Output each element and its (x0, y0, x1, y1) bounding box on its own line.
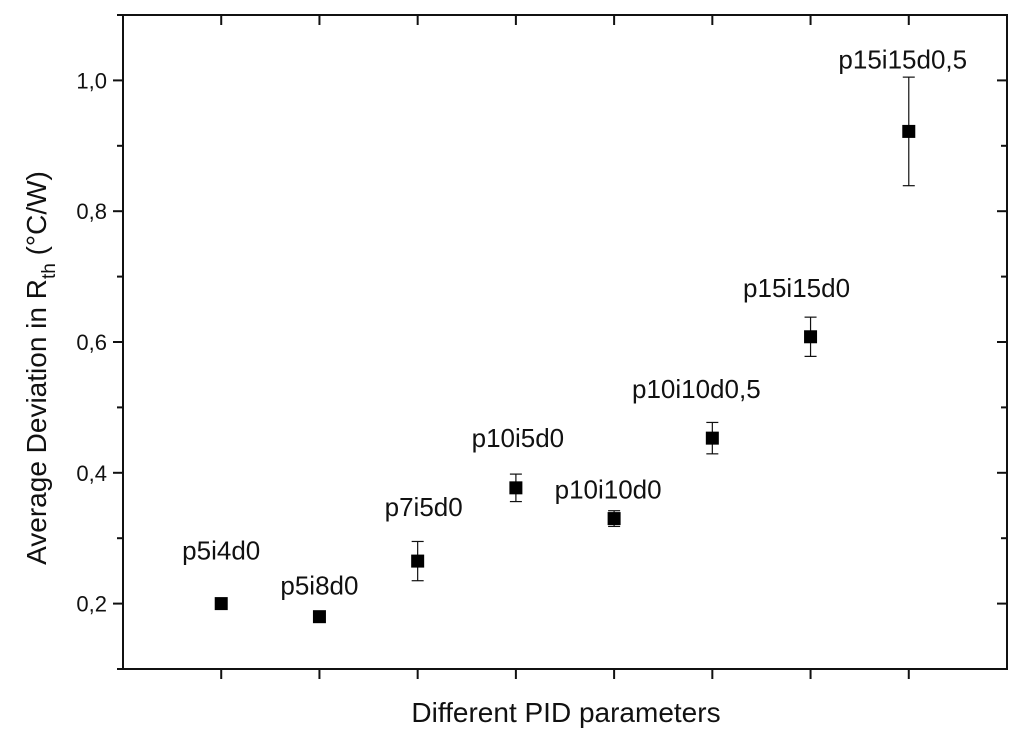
point-label-4: p10i5d0 (472, 423, 565, 453)
point-label-3: p7i5d0 (385, 492, 463, 522)
axes (122, 14, 1008, 670)
x-ticks (220, 15, 910, 679)
y-tick-label: 1,0 (76, 68, 107, 93)
y-axis-title-main: Average Deviation in R (21, 279, 52, 565)
data-point-5 (607, 512, 621, 526)
point-label-5: p10i10d0 (555, 475, 662, 505)
y-axis-title-unit: (°C/W) (21, 171, 52, 263)
data-point-3 (411, 554, 425, 568)
data-point-6 (705, 431, 719, 445)
y-tick-label: 0,8 (76, 199, 107, 224)
plot-frame (122, 14, 1008, 670)
x-axis-title: Different PID parameters (411, 697, 720, 728)
y-ticks: 0,2 0,4 0,6 0,8 1,0 (76, 14, 1007, 670)
data-point-8 (902, 124, 916, 138)
y-tick-label: 0,6 (76, 330, 107, 355)
data-points (214, 124, 916, 624)
point-label-1: p5i4d0 (182, 536, 260, 566)
point-label-7: p15i15d0 (743, 273, 850, 303)
data-point-2 (312, 610, 326, 624)
data-point-7 (804, 330, 818, 344)
y-axis-title-subscript: th (39, 263, 60, 279)
y-tick-label: 0,4 (76, 461, 107, 486)
point-label-8: p15i15d0,5 (838, 44, 967, 74)
point-labels: p5i4d0 p5i8d0 p7i5d0 p10i5d0 p10i10d0 p10i10d… (182, 44, 967, 600)
y-tick-label: 0,2 (76, 592, 107, 617)
point-label-6: p10i10d0,5 (632, 374, 761, 404)
point-label-2: p5i8d0 (280, 571, 358, 601)
error-bars (215, 76, 915, 622)
data-point-4 (509, 481, 523, 495)
data-point-1 (214, 597, 228, 611)
y-axis-title: Average Deviation in Rth (°C/W) (21, 171, 60, 565)
